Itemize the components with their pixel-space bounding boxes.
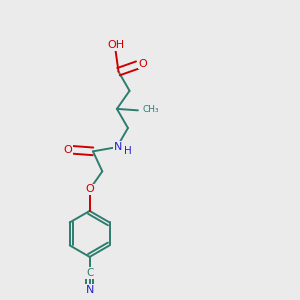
Text: O: O: [63, 145, 72, 155]
Text: CH₃: CH₃: [142, 105, 159, 114]
Text: H: H: [124, 146, 132, 156]
Text: OH: OH: [107, 40, 124, 50]
Text: C: C: [86, 268, 93, 278]
Text: O: O: [85, 184, 94, 194]
Text: N: N: [114, 142, 123, 152]
Text: N: N: [85, 285, 94, 295]
Text: O: O: [139, 58, 148, 69]
